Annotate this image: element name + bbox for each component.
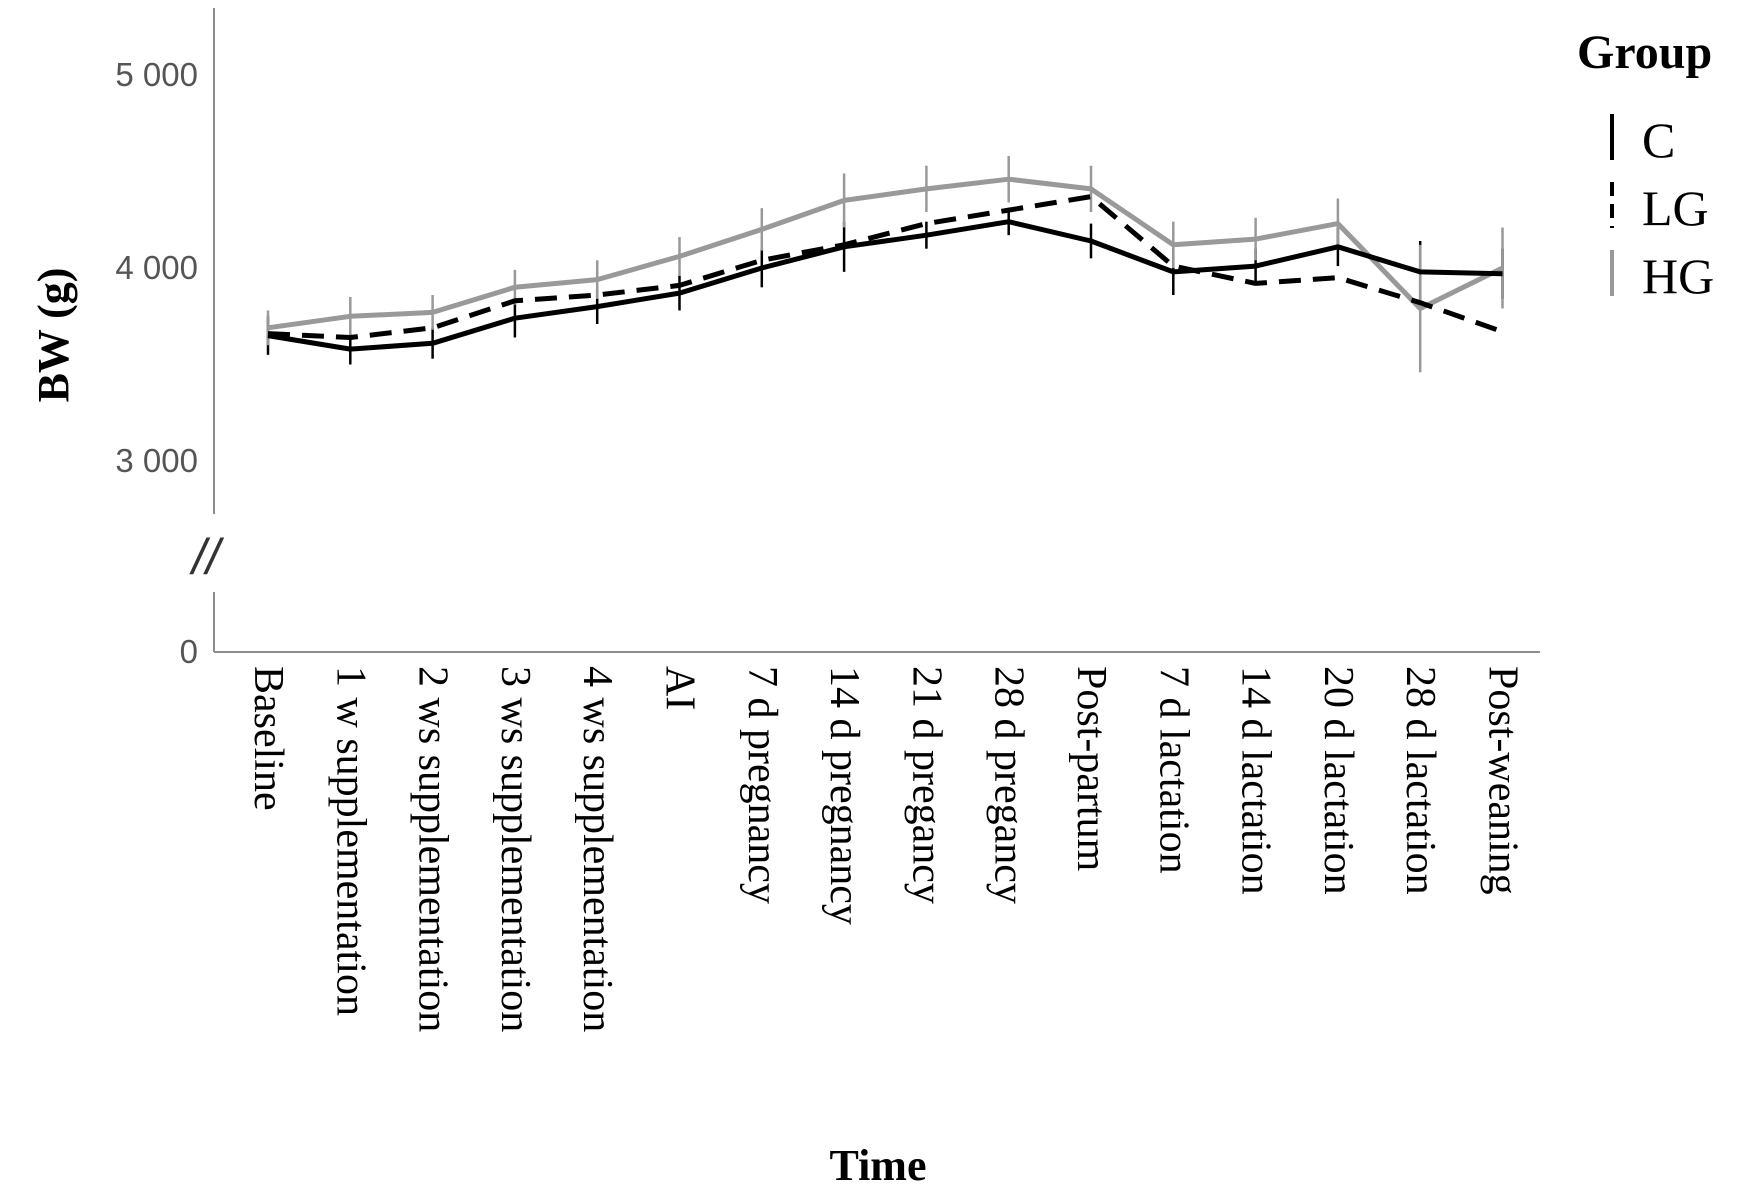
x-axis-title: Time bbox=[830, 1141, 927, 1190]
y-tick-label: 0 bbox=[180, 633, 198, 670]
y-tick-label: 5 000 bbox=[115, 56, 198, 93]
x-tick-label: Post-partum bbox=[1068, 666, 1114, 872]
series-lines bbox=[267, 176, 1504, 352]
x-tick-label: AI bbox=[657, 666, 703, 710]
x-tick-label: 21 d pregancy bbox=[903, 666, 949, 904]
x-tick-label: 2 ws supplementation bbox=[410, 666, 456, 1032]
category-labels: Baseline 1 w supplementation 2 ws suppleme… bbox=[245, 666, 1526, 1032]
x-tick-label: 28 d pregancy bbox=[986, 666, 1032, 904]
y-axis-title: BW (g) bbox=[29, 268, 78, 403]
y-tick-label: 4 000 bbox=[115, 249, 198, 286]
x-tick-label: 1 w supplementation bbox=[327, 666, 373, 1016]
legend-title: Group bbox=[1577, 26, 1712, 79]
series-line-hg bbox=[267, 176, 1504, 331]
axes: // 0 3 000 4 000 5 000 bbox=[115, 8, 1540, 670]
x-tick-label: 14 d lactation bbox=[1233, 666, 1279, 895]
legend-label-hg: HG bbox=[1642, 248, 1714, 304]
x-tick-label: 20 d lactation bbox=[1315, 666, 1361, 895]
legend-label-c: C bbox=[1642, 112, 1675, 168]
error-bars bbox=[266, 156, 1504, 373]
x-tick-label: 28 d lactation bbox=[1397, 666, 1443, 895]
series-line-lg bbox=[267, 194, 1504, 340]
x-tick-label: Post-weaning bbox=[1480, 666, 1526, 895]
x-tick-label: 14 d pregnancy bbox=[821, 666, 867, 925]
legend: Group C LG HG bbox=[1577, 26, 1714, 304]
x-tick-label: 7 d pregnancy bbox=[739, 666, 785, 904]
y-tick-label: 3 000 bbox=[115, 442, 198, 479]
x-tick-label: Baseline bbox=[245, 666, 291, 811]
x-tick-label: 7 d lactation bbox=[1150, 666, 1196, 874]
x-tick-label: 4 ws supplementation bbox=[574, 666, 620, 1032]
x-tick-label: 3 ws supplementation bbox=[492, 666, 538, 1032]
series-line-c bbox=[267, 219, 1503, 352]
legend-label-lg: LG bbox=[1642, 180, 1709, 236]
axis-break-mark: // bbox=[189, 529, 225, 585]
